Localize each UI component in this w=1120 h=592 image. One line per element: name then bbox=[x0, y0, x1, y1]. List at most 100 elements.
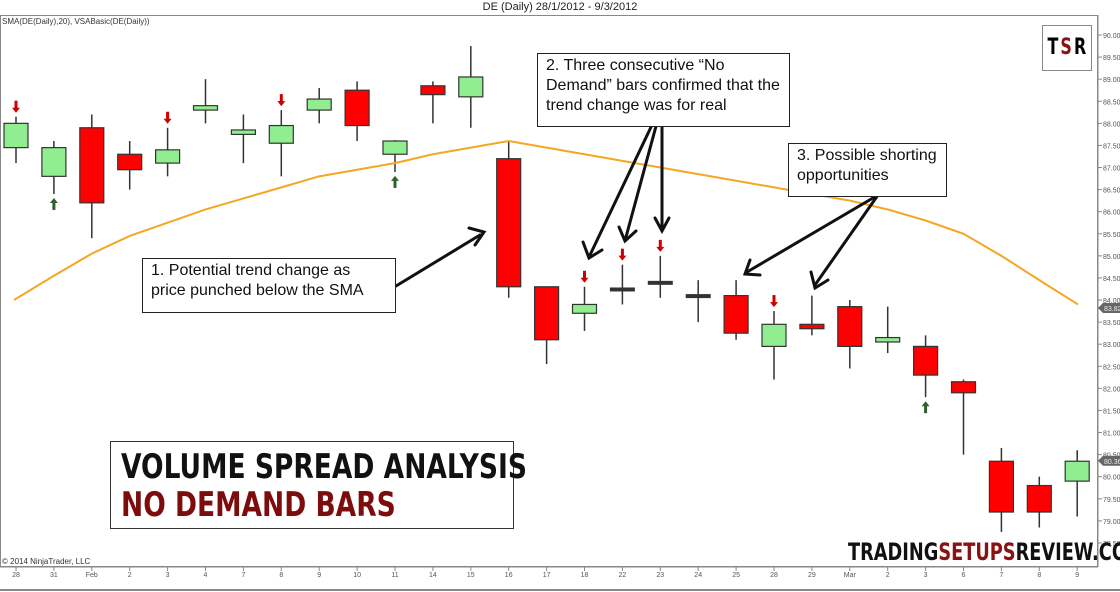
date-tick-label: 2 bbox=[128, 572, 132, 579]
date-tick-label: 9 bbox=[1075, 572, 1079, 579]
date-tick-label: 25 bbox=[732, 572, 740, 579]
candle bbox=[533, 286, 560, 365]
date-tick-label: 9 bbox=[317, 572, 321, 579]
candlestick-series bbox=[3, 46, 1090, 532]
logo-r: R bbox=[1073, 35, 1087, 60]
no-demand-arrow-icon bbox=[12, 100, 20, 113]
price-tick-label: 82.00 bbox=[1103, 386, 1120, 393]
date-tick-label: 24 bbox=[694, 572, 702, 579]
candle bbox=[344, 81, 370, 142]
title-box: VOLUME SPREAD ANALYSIS NO DEMAND BARS bbox=[110, 441, 527, 529]
price-tick-label: 79.00 bbox=[1103, 519, 1120, 526]
price-tick-label: 86.50 bbox=[1103, 188, 1120, 195]
candle bbox=[458, 46, 484, 128]
no-demand-arrow-icon bbox=[163, 111, 172, 124]
site-part-1: TRADING bbox=[848, 538, 939, 566]
current-price-marker: 83.82 bbox=[1104, 306, 1120, 313]
candle bbox=[41, 141, 67, 211]
price-tick-label: 84.00 bbox=[1103, 298, 1120, 305]
no-supply-arrow-icon bbox=[49, 198, 58, 211]
candle bbox=[268, 94, 294, 177]
price-tick-label: 81.00 bbox=[1103, 431, 1120, 438]
title-line-1: VOLUME SPREAD ANALYSIS bbox=[121, 447, 527, 487]
candle bbox=[420, 81, 446, 124]
date-tick-label: 23 bbox=[656, 572, 664, 579]
date-tick-label: 11 bbox=[391, 572, 398, 579]
price-tick-label: 85.00 bbox=[1103, 254, 1120, 261]
annotation-2-text: 2. Three consecutive “No Demand” bars co… bbox=[546, 57, 780, 114]
price-tick-label: 86.00 bbox=[1103, 210, 1120, 217]
logo-t: T bbox=[1047, 35, 1059, 60]
candle bbox=[912, 335, 939, 414]
date-tick-label: 28 bbox=[770, 572, 778, 579]
chart-title: DE (Daily) 28/1/2012 - 9/3/2012 bbox=[482, 1, 638, 13]
price-tick-label: 79.50 bbox=[1103, 497, 1120, 504]
annotation-2: 2. Three consecutive “No Demand” bars co… bbox=[537, 53, 790, 127]
date-tick-label: 17 bbox=[543, 572, 551, 579]
candle bbox=[155, 111, 181, 177]
price-tick-label: 83.00 bbox=[1103, 342, 1120, 349]
candle bbox=[761, 295, 787, 380]
date-tick-label: 28 bbox=[12, 572, 20, 579]
date-tick-label: 18 bbox=[581, 572, 589, 579]
price-axis: 90.00 89.50 89.00 88.50 88.00 87.50 87.00 86.50… bbox=[1098, 33, 1120, 548]
price-tick-label: 78.50 bbox=[1103, 541, 1120, 548]
candle bbox=[837, 300, 863, 369]
site-part-3: REVIEW.COM bbox=[1015, 538, 1120, 566]
candle bbox=[875, 306, 901, 354]
date-tick-label: 14 bbox=[429, 572, 437, 579]
candle bbox=[685, 280, 711, 323]
candle bbox=[1064, 450, 1090, 517]
price-tick-label: 87.50 bbox=[1103, 143, 1120, 150]
candle bbox=[1026, 476, 1052, 528]
candle bbox=[230, 114, 256, 164]
candle bbox=[79, 114, 105, 239]
date-tick-label: 6 bbox=[962, 572, 966, 579]
date-tick-label: 22 bbox=[619, 572, 627, 579]
annotation-3: 3. Possible shorting opportunities bbox=[788, 143, 947, 197]
annotation-1-text: 1. Potential trend change as price punch… bbox=[151, 262, 364, 299]
no-demand-arrow-icon bbox=[770, 295, 778, 308]
price-tick-label: 90.00 bbox=[1103, 33, 1120, 40]
date-tick-label: 7 bbox=[999, 572, 1003, 579]
site-watermark: TRADINGSETUPSREVIEW.COM bbox=[848, 538, 1120, 566]
price-tick-label: 89.00 bbox=[1103, 77, 1120, 84]
candle bbox=[306, 88, 332, 124]
no-demand-arrow-icon bbox=[580, 270, 589, 283]
candle bbox=[192, 79, 219, 124]
no-supply-arrow-icon bbox=[391, 175, 399, 188]
date-axis: 28 31 Feb 2 3 4 7 8 9 10 11 14 15 16 17 18 22 23 24 25 28 29 M… bbox=[0, 566, 1098, 579]
date-tick-label: 10 bbox=[353, 572, 361, 579]
price-tick-label: 88.50 bbox=[1103, 99, 1120, 106]
candle bbox=[496, 141, 522, 298]
price-tick-label: 87.00 bbox=[1103, 166, 1120, 173]
candle bbox=[723, 280, 749, 340]
tsr-logo: TSR bbox=[1042, 25, 1092, 71]
candle bbox=[382, 140, 408, 188]
candle bbox=[117, 141, 143, 190]
price-tick-label: 80.00 bbox=[1103, 475, 1120, 482]
no-supply-arrow-icon bbox=[921, 401, 930, 414]
price-tick-label: 85.50 bbox=[1103, 232, 1120, 239]
date-tick-label: 31 bbox=[50, 572, 58, 579]
date-tick-label: Feb bbox=[86, 572, 98, 579]
candle bbox=[609, 248, 635, 305]
candle bbox=[3, 100, 29, 164]
price-tick-label: 84.50 bbox=[1103, 276, 1120, 283]
date-tick-label: 29 bbox=[808, 572, 816, 579]
current-price-marker: 80.36 bbox=[1104, 459, 1120, 466]
callout-arrows bbox=[394, 102, 880, 291]
candle bbox=[647, 239, 673, 298]
logo-s: S bbox=[1060, 35, 1072, 60]
date-tick-label: 7 bbox=[241, 572, 245, 579]
date-tick-label: 3 bbox=[166, 572, 170, 579]
date-tick-label: 16 bbox=[505, 572, 513, 579]
annotation-3-text: 3. Possible shorting opportunities bbox=[797, 147, 937, 184]
date-tick-label: Mar bbox=[844, 572, 857, 579]
date-tick-label: 8 bbox=[1037, 572, 1041, 579]
price-tick-label: 81.50 bbox=[1103, 408, 1120, 415]
date-tick-label: 8 bbox=[279, 572, 283, 579]
title-line-2: NO DEMAND BARS bbox=[121, 485, 396, 525]
price-tick-label: 89.50 bbox=[1103, 55, 1120, 62]
price-tick-label: 88.00 bbox=[1103, 121, 1120, 128]
